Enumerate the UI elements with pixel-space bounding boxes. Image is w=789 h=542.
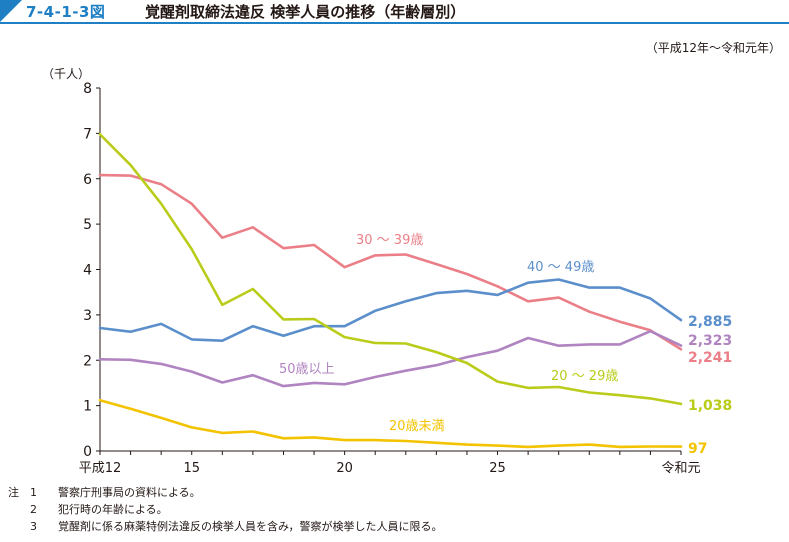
- footnote-text: 覚醒剤に係る麻薬特例法違反の検挙人員を含み，警察が検挙した人員に限る。: [58, 520, 443, 533]
- series-line: [98, 398, 683, 449]
- footnote-text: 犯行時の年齢による。: [58, 503, 168, 516]
- series-name-label: 20 ～ 29歳: [551, 369, 618, 384]
- header-triangle-decoration: [0, 0, 22, 22]
- series-line: [98, 278, 683, 343]
- figure-title: 覚醒剤取締法違反 検挙人員の推移（年齢層別）: [145, 3, 466, 21]
- footnote-number: 1: [30, 486, 37, 499]
- x-tick-label: 20: [336, 461, 353, 476]
- footnote-text: 警察庁刑事局の資料による。: [58, 486, 201, 499]
- footnote-2: 2 犯行時の年齢による。: [8, 501, 443, 518]
- series-name-label: 20歳未満: [389, 419, 445, 434]
- footnote-1: 注 1 警察庁刑事局の資料による。: [8, 484, 443, 501]
- y-tick-label: 6: [83, 172, 92, 188]
- series-name-label: 30 ～ 39歳: [356, 233, 423, 248]
- x-tick-label: 15: [183, 461, 200, 476]
- x-tick-label: 25: [489, 461, 506, 476]
- end-value-label: 2,885: [688, 314, 732, 330]
- y-tick-label: 7: [83, 126, 92, 142]
- x-tick-label: 令和元: [661, 461, 700, 476]
- figure-number: 7-4-1-3図: [26, 3, 106, 21]
- y-tick-label: 2: [83, 353, 92, 369]
- x-tick-label: 平成12: [79, 461, 122, 476]
- footnote-3: 3 覚醒剤に係る麻薬特例法違反の検挙人員を含み，警察が検挙した人員に限る。: [8, 518, 443, 535]
- y-tick-label: 3: [83, 308, 92, 324]
- series-name-label: 50歳以上: [279, 362, 335, 377]
- y-axis-label: （千人）: [42, 67, 90, 81]
- footnotes: 注 1 警察庁刑事局の資料による。 2 犯行時の年齢による。 3 覚醒剤に係る麻…: [8, 484, 443, 535]
- end-value-label: 2,241: [688, 350, 732, 366]
- y-tick-label: 0: [83, 444, 92, 460]
- series-line: [98, 173, 683, 351]
- y-tick-label: 5: [83, 217, 92, 233]
- footnote-number: 3: [30, 520, 37, 533]
- series-line: [98, 133, 683, 406]
- end-value-label: 1,038: [688, 398, 732, 414]
- series-line: [98, 329, 683, 388]
- figure-header: 7-4-1-3図 覚醒剤取締法違反 検挙人員の推移（年齢層別）: [0, 0, 789, 22]
- end-value-label: 2,323: [688, 333, 732, 349]
- y-tick-label: 1: [83, 399, 92, 415]
- footnote-number: 2: [30, 503, 37, 516]
- series-name-label: 40 ～ 49歳: [527, 260, 594, 275]
- end-value-label: 97: [688, 441, 707, 457]
- y-tick-label: 8: [83, 81, 92, 97]
- y-tick-label: 4: [83, 263, 92, 279]
- footnote-prefix: 注: [8, 486, 19, 499]
- header-rule: [0, 22, 789, 24]
- period-note: （平成12年～令和元年）: [645, 41, 781, 55]
